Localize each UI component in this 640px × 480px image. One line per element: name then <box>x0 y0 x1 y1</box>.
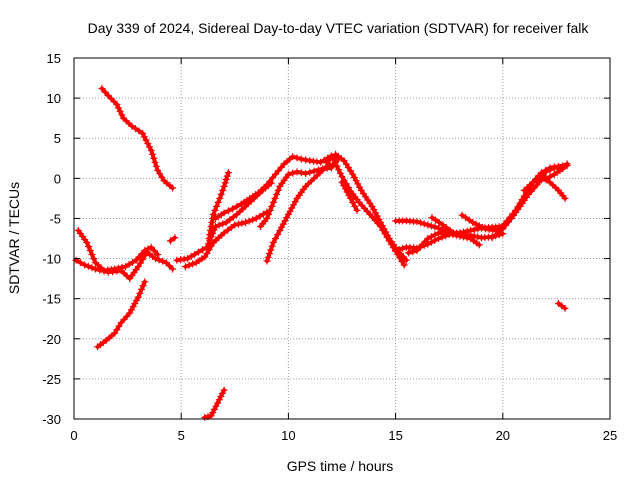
plus-markers <box>329 155 408 269</box>
series-arc-9 <box>211 152 342 222</box>
series-arc-3 <box>74 226 162 275</box>
x-tick-label: 25 <box>603 428 617 443</box>
y-axis-label: SDTVAR / TECUs <box>6 182 22 294</box>
plus-markers <box>338 178 361 214</box>
plus-markers <box>72 248 177 283</box>
y-tick-label: -5 <box>49 211 61 226</box>
series-arc-11 <box>263 160 333 265</box>
series-arc-8 <box>205 169 232 243</box>
series-arc-5 <box>166 234 179 245</box>
plus-markers <box>263 160 333 265</box>
y-tick-label: 15 <box>47 51 61 66</box>
plus-markers <box>98 84 177 192</box>
y-tick-label: 0 <box>54 171 61 186</box>
plus-markers <box>205 169 232 243</box>
plus-markers <box>166 234 179 245</box>
plus-markers <box>181 208 271 271</box>
series-arc-24 <box>554 299 569 312</box>
series-arc-7 <box>181 208 271 271</box>
series-line <box>95 279 147 349</box>
y-tick-label: -10 <box>42 252 61 267</box>
chart-title: Day 339 of 2024, Sidereal Day-to-day VTE… <box>88 20 590 36</box>
x-axis-label: GPS time / hours <box>287 458 394 474</box>
plus-markers <box>458 211 500 235</box>
series-line <box>99 86 175 190</box>
plus-markers <box>211 152 342 222</box>
x-tick-label: 0 <box>70 428 77 443</box>
plot-frame <box>73 57 611 420</box>
y-tick-label: -25 <box>42 372 61 387</box>
x-tick-label: 20 <box>496 428 510 443</box>
series-arc-23 <box>533 160 571 185</box>
x-tick-label: 5 <box>178 428 185 443</box>
series-arc-4 <box>94 278 149 351</box>
series-arc-18 <box>428 214 468 239</box>
y-tick-label: -15 <box>42 292 61 307</box>
y-tick-label: -30 <box>42 412 61 427</box>
y-tick-label: -20 <box>42 332 61 347</box>
plus-markers <box>74 226 162 275</box>
series-line <box>265 161 332 263</box>
plus-markers <box>94 278 149 351</box>
series-arc-14 <box>338 178 361 214</box>
plus-markers <box>554 299 569 312</box>
series-arc-25 <box>201 386 228 421</box>
axes-ticks: 0 5 10 15 20 25 -30 -25 -20 -15 -10 -5 0 5 10 15 <box>42 51 617 443</box>
grid <box>74 58 610 419</box>
data-layer <box>72 84 571 421</box>
plus-markers <box>533 160 571 185</box>
plus-markers <box>256 155 342 231</box>
series-arc-2 <box>72 248 177 283</box>
plus-markers <box>428 214 468 239</box>
x-tick-label: 15 <box>388 428 402 443</box>
series-arc-19 <box>458 211 500 235</box>
x-tick-label: 10 <box>281 428 295 443</box>
plus-markers <box>201 386 228 421</box>
y-tick-label: 5 <box>54 131 61 146</box>
y-tick-label: 10 <box>47 91 61 106</box>
series-arc-1 <box>98 84 177 192</box>
